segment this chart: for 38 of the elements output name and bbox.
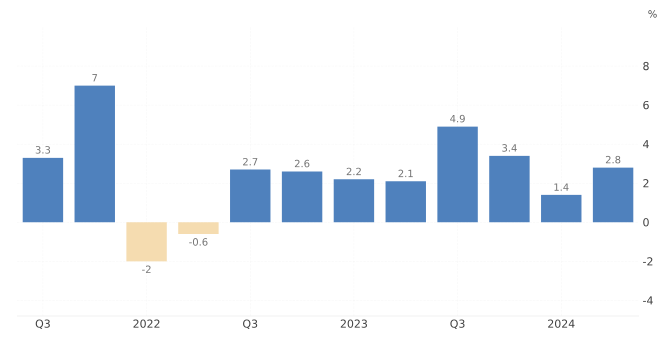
data-label: -0.6 [189,238,208,246]
x-tick-label: Q3 [36,320,50,330]
bar [282,171,322,222]
y-tick-label: 0 [643,218,649,226]
bar [230,170,270,222]
y-tick-label: 2 [643,179,648,188]
data-label: 2.6 [294,160,310,168]
bar [489,156,530,222]
y-tick-label: 4 [643,140,649,148]
x-tick-label: 2022 [133,320,160,328]
bar [22,158,64,222]
bar [386,181,426,222]
data-label: 2.1 [398,170,413,178]
bar [592,168,634,222]
bar [437,126,478,222]
data-label: 4.9 [450,114,465,122]
bar [541,194,582,222]
y-tick-label: 6 [643,100,649,110]
data-label: 3.4 [502,144,517,152]
data-label: 3.3 [36,146,50,154]
bar [74,86,115,222]
bar [334,179,374,222]
bar [178,222,219,234]
y-axis-title: % [648,10,657,18]
x-tick-label: 2024 [548,320,575,328]
bar [126,222,167,262]
data-label: 2.7 [243,158,258,166]
x-tick-label: 2023 [340,320,367,328]
data-label: 1.4 [554,183,569,191]
y-tick-label: -2 [643,257,652,266]
y-tick-label: 8 [643,62,649,70]
data-label: 2.2 [346,168,361,176]
y-tick-label: -4 [643,296,653,304]
data-label: -2 [142,265,151,273]
x-tick-label: Q3 [243,320,258,330]
x-tick-label: Q3 [450,320,465,330]
data-label: 2.8 [606,156,620,164]
data-label: 7 [92,74,98,82]
